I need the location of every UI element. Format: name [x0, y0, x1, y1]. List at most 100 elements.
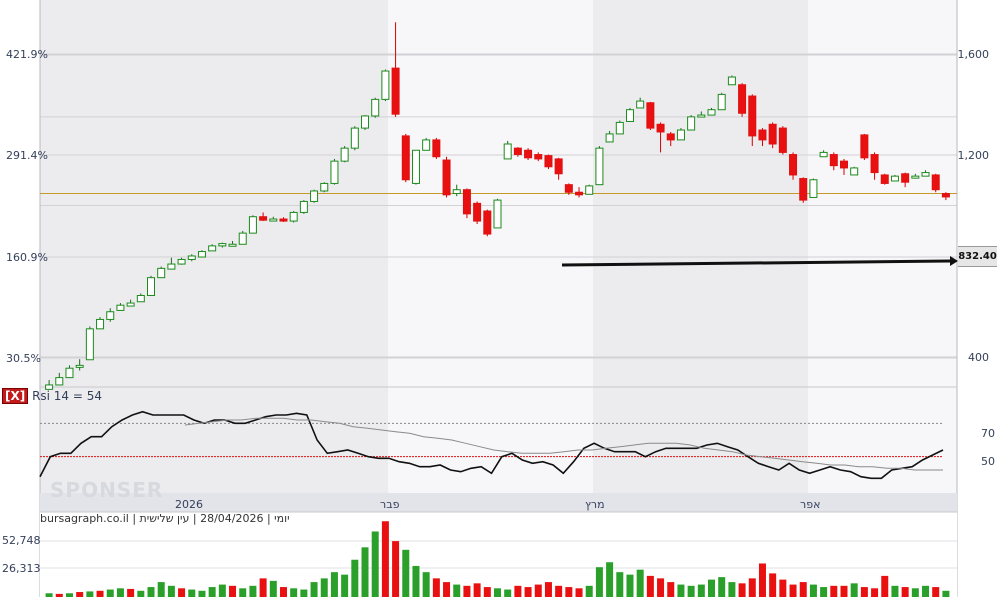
candle-body [310, 190, 319, 202]
candle-body [524, 149, 533, 159]
volume-bar [432, 578, 440, 597]
volume-bar [708, 579, 716, 597]
volume-bar [820, 587, 828, 597]
candle-body [85, 328, 94, 361]
time-axis-label: 2026 [175, 498, 203, 511]
rsi-line [39, 410, 944, 480]
volume-bar [514, 585, 522, 597]
candle-body [625, 109, 634, 122]
candle-body [136, 294, 145, 303]
candle-body [299, 200, 308, 213]
last-price-badge: 832.40 [958, 246, 997, 267]
volume-bar [718, 577, 726, 597]
volume-bar [840, 585, 848, 597]
candle-body [809, 179, 818, 198]
candle-body [921, 172, 930, 177]
volume-bar [106, 589, 114, 597]
candle-body [941, 193, 950, 198]
volume-bar [198, 590, 206, 597]
volume-bar [320, 578, 328, 597]
volume-bar [188, 589, 196, 597]
candle-body [320, 182, 329, 192]
candle-body [829, 154, 838, 167]
volume-bar [127, 588, 135, 597]
candle-body [595, 147, 604, 186]
volume-bar [738, 583, 746, 597]
candle-body [361, 115, 370, 129]
left-tick-label: 421.9% [6, 48, 48, 61]
volume-bar [137, 590, 145, 597]
left-tick-label: 291.4% [6, 149, 48, 162]
volume-bar [371, 531, 379, 597]
volume-bar [677, 584, 685, 597]
close-indicator-icon[interactable]: [X] [2, 388, 29, 404]
volume-bar [157, 582, 165, 597]
candle-body [839, 160, 848, 169]
volume-bar [728, 582, 736, 597]
time-axis-strip [40, 493, 957, 512]
candle-body [738, 84, 747, 114]
candle-body [442, 159, 451, 196]
volume-bar [86, 591, 94, 597]
candle-body [758, 129, 767, 141]
candle-body [636, 100, 645, 109]
candle-body [197, 251, 206, 258]
volume-bar [758, 563, 766, 597]
candle-body [289, 211, 298, 222]
candle-body [819, 151, 828, 158]
month-band [808, 0, 957, 512]
volume-bar [534, 584, 542, 597]
candle-body [870, 154, 879, 174]
rsi-level-label: 70 [981, 427, 995, 440]
volume-bar [504, 589, 512, 597]
candle-body [75, 364, 84, 368]
volume-bar [555, 585, 563, 597]
volume-bar [402, 549, 410, 597]
volume-bar [443, 582, 451, 597]
volume-bar [300, 589, 308, 597]
candle-body [503, 143, 512, 160]
volume-bar [646, 575, 654, 597]
candle-body [646, 102, 655, 129]
rsi-label: [X] Rsi 14 = 54 [2, 388, 102, 404]
volume-bar [616, 572, 624, 597]
candle-body [656, 123, 665, 133]
volume-bar [779, 579, 787, 597]
candle-body [167, 263, 176, 270]
volume-bar [687, 585, 695, 597]
volume-bar [330, 572, 338, 597]
month-band [388, 0, 593, 512]
volume-bar [361, 547, 369, 597]
candle-body [931, 174, 940, 191]
volume-bar [453, 584, 461, 597]
volume-bar [463, 585, 471, 597]
candle-body [228, 243, 237, 247]
volume-bar [911, 588, 919, 597]
volume-bar [544, 582, 552, 597]
rsi-signal-line [184, 417, 943, 471]
volume-tick-label: 26,313 [2, 562, 41, 575]
volume-bar [381, 521, 389, 597]
volume-bar [524, 587, 532, 597]
volume-bar [595, 567, 603, 597]
candle-body [432, 139, 441, 158]
volume-bar [55, 593, 63, 597]
volume-bar [249, 585, 257, 597]
volume-bar [473, 583, 481, 597]
volume-bar [789, 584, 797, 597]
trendline-arrow-icon [950, 256, 958, 266]
candle-body [778, 127, 787, 153]
candle-body [187, 255, 196, 260]
volume-bar [565, 587, 573, 597]
right-tick-label: 1,200 [957, 149, 990, 162]
volume-bar [96, 590, 104, 597]
volume-bar [942, 590, 950, 597]
volume-bar [860, 587, 868, 597]
candle-body [259, 216, 268, 221]
volume-tick-label: 52,748 [2, 534, 41, 547]
watermark-logo: SPONSER [50, 478, 164, 502]
candle-body [850, 167, 859, 176]
candle-body [462, 189, 471, 215]
rsi-level-label: 50 [981, 455, 995, 468]
